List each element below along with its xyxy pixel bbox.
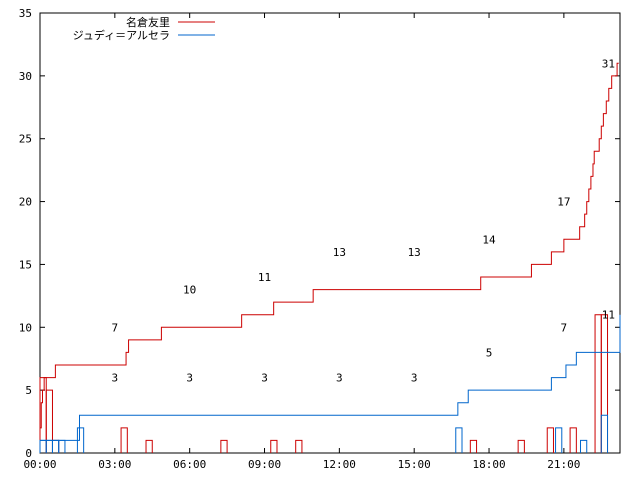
legend-label-0: 名倉友里 [126, 15, 170, 29]
x-tick-label: 12:00 [323, 458, 356, 471]
annotation-label: 3 [261, 372, 268, 385]
x-tick-label: 06:00 [173, 458, 206, 471]
cumulative-line-1 [40, 314, 621, 441]
hourly-bar-1 [45, 439, 53, 453]
hourly-bar-1 [76, 427, 85, 453]
y-tick-label: 0 [25, 447, 32, 460]
hourly-bar-0 [51, 439, 60, 453]
hourly-bar-0 [600, 314, 609, 453]
axis-ticks [39, 12, 620, 454]
series-lines [39, 62, 621, 453]
hourly-bar-0 [546, 427, 554, 453]
x-tick-label: 03:00 [98, 458, 131, 471]
hourly-bar-1 [600, 414, 609, 453]
annotation-label: 3 [336, 372, 343, 385]
hourly-bar-1 [555, 427, 563, 453]
x-tick-label: 18:00 [472, 458, 505, 471]
y-tick-labels: 0 5 10 15 20 25 30 35 [19, 7, 32, 460]
x-tick-label: 00:00 [23, 458, 56, 471]
annotation-label: 14 [482, 233, 496, 246]
legend: 名倉友里 ジュディ＝アルセラ [73, 15, 215, 42]
hourly-bar-0 [295, 439, 303, 453]
x-tick-label: 21:00 [547, 458, 580, 471]
annotation-label: 31 [602, 57, 615, 70]
hourly-bar-1 [58, 439, 66, 453]
x-tick-labels: 00:00 03:00 06:00 09:00 12:00 15:00 18:00 21:00 [23, 458, 580, 471]
y-tick-label: 25 [19, 133, 32, 146]
hourly-bar-0 [569, 427, 577, 453]
y-tick-label: 30 [19, 70, 32, 83]
hourly-bar-0 [145, 439, 153, 453]
annotation-label: 10 [183, 284, 196, 297]
hourly-bar-0 [45, 389, 53, 453]
y-tick-label: 20 [19, 196, 32, 209]
y-tick-label: 15 [19, 258, 32, 271]
hourly-bar-1 [51, 439, 60, 453]
hourly-bar-1 [455, 427, 463, 453]
annotation-label: 5 [486, 346, 493, 359]
annotation-label: 7 [112, 321, 119, 334]
annotation-label: 3 [411, 372, 418, 385]
hourly-bar-0 [594, 314, 602, 453]
annotation-label: 3 [112, 372, 119, 385]
annotation-label: 11 [602, 309, 615, 322]
hourly-bar-0 [120, 427, 128, 453]
annotations: 7 3 10 3 11 3 13 3 13 3 14 5 17 7 31 11 [112, 57, 615, 384]
y-tick-label: 10 [19, 321, 32, 334]
y-tick-label: 5 [25, 384, 32, 397]
hourly-bar-0 [220, 439, 228, 453]
y-tick-label: 35 [19, 7, 32, 20]
hourly-bar-0 [270, 439, 278, 453]
plot-frame [39, 12, 621, 454]
annotation-label: 13 [333, 246, 346, 259]
hourly-bar-0 [517, 439, 525, 453]
annotation-label: 11 [258, 271, 271, 284]
annotation-label: 3 [186, 372, 193, 385]
annotation-label: 7 [561, 321, 568, 334]
hourly-bar-1 [580, 439, 588, 453]
x-tick-label: 15:00 [398, 458, 431, 471]
legend-label-1: ジュディ＝アルセラ [73, 28, 170, 42]
annotation-label: 17 [557, 196, 570, 209]
hourly-bar-1 [39, 439, 47, 453]
annotation-label: 13 [408, 246, 421, 259]
cumulative-line-0 [40, 62, 619, 429]
hourly-bar-0 [469, 439, 478, 453]
x-tick-label: 09:00 [248, 458, 281, 471]
